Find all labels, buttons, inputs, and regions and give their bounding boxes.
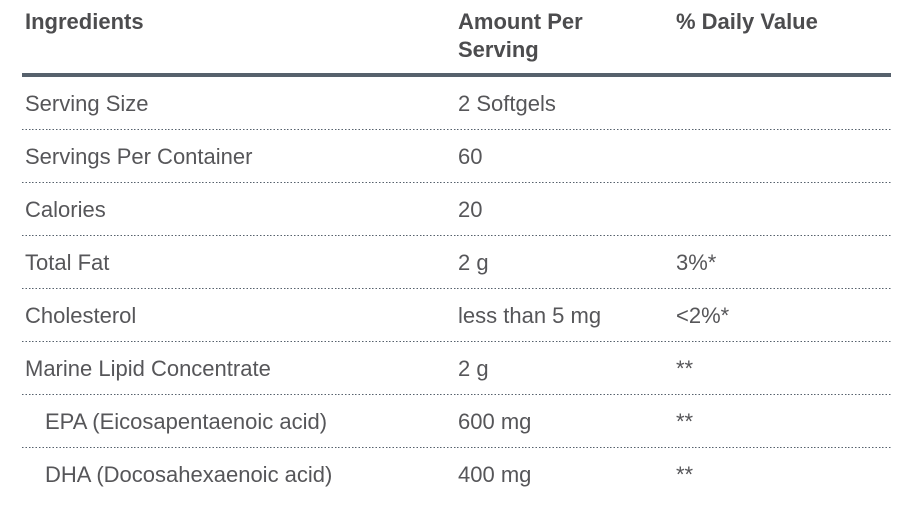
ingredient-name: Total Fat <box>25 249 110 275</box>
column-header-daily-value: % Daily Value <box>676 9 818 34</box>
ingredient-name: Servings Per Container <box>25 143 253 169</box>
amount-value: 60 <box>458 143 483 169</box>
amount-value: 400 mg <box>458 462 532 487</box>
daily-value: ** <box>676 355 694 381</box>
column-header-ingredients: Ingredients <box>25 9 144 34</box>
column-header-amount-label: Amount Per Serving <box>458 9 583 62</box>
amount-value: 2 g <box>458 249 489 275</box>
table-row-dha: DHA (Docosahexaenoic acid) 400 mg ** <box>22 448 891 506</box>
supplement-facts-table: Ingredients Amount Per Serving % Daily V… <box>22 0 891 506</box>
ingredient-name: Serving Size <box>25 90 149 116</box>
ingredient-name: EPA (Eicosapentaenoic acid) <box>45 408 328 434</box>
amount-value: 2 Softgels <box>458 90 556 116</box>
table-row-total-fat: Total Fat 2 g 3%* <box>22 236 891 289</box>
daily-value: <2%* <box>676 302 730 328</box>
column-header-amount-per-serving: Amount Per Serving <box>458 8 676 64</box>
ingredient-name: Calories <box>25 196 106 222</box>
daily-value: 3%* <box>676 249 717 275</box>
ingredient-name: Cholesterol <box>25 302 137 328</box>
amount-value: less than 5 mg <box>458 302 602 328</box>
table-row-marine-lipid-concentrate: Marine Lipid Concentrate 2 g ** <box>22 342 891 395</box>
table-row-epa: EPA (Eicosapentaenoic acid) 600 mg ** <box>22 395 891 448</box>
amount-value: 2 g <box>458 355 489 381</box>
table-row-servings-per-container: Servings Per Container 60 <box>22 130 891 183</box>
ingredient-name: DHA (Docosahexaenoic acid) <box>45 462 333 487</box>
amount-value: 20 <box>458 196 483 222</box>
table-header-row: Ingredients Amount Per Serving % Daily V… <box>22 0 891 77</box>
daily-value: ** <box>676 408 694 434</box>
table-row-calories: Calories 20 <box>22 183 891 236</box>
table-row-serving-size: Serving Size 2 Softgels <box>22 77 891 130</box>
daily-value: ** <box>676 462 694 487</box>
table-row-cholesterol: Cholesterol less than 5 mg <2%* <box>22 289 891 342</box>
ingredient-name: Marine Lipid Concentrate <box>25 355 271 381</box>
amount-value: 600 mg <box>458 408 532 434</box>
